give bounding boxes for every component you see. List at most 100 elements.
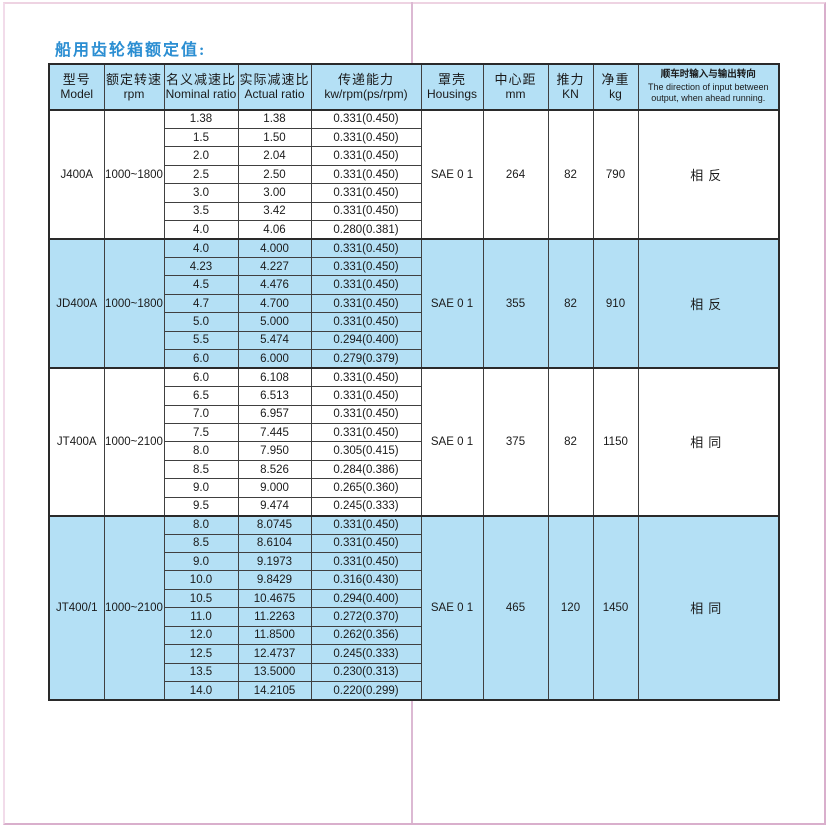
nominal-ratio-cell: 10.5 bbox=[163, 588, 239, 609]
nominal-ratio-cell: 8.5 bbox=[163, 459, 239, 480]
rpm-cell: 1000~1800 bbox=[103, 108, 165, 240]
direction-cell: 相反 bbox=[637, 238, 780, 369]
capacity-cell: 0.331(0.450) bbox=[310, 238, 422, 259]
header-zh: 实际减速比 bbox=[239, 71, 310, 87]
actual-ratio-cell: 1.50 bbox=[237, 127, 312, 148]
actual-ratio-cell: 5.000 bbox=[237, 312, 312, 332]
actual-ratio-cell: 7.445 bbox=[237, 422, 312, 443]
header-zh: 中心距 bbox=[494, 71, 537, 87]
header-en: rpm bbox=[123, 87, 145, 102]
column-header-0: 型号 Model bbox=[48, 63, 105, 111]
table-header: 型号 Model 额定转速 rpm 名义减速比 Nominal ratio 实际减速比 Act… bbox=[48, 63, 780, 111]
ratio-row: JT400A 1000~2100 6.0 6.108 0.331(0.450) SAE 0… bbox=[48, 367, 780, 517]
nominal-ratio-cell: 4.7 bbox=[163, 293, 239, 314]
capacity-cell: 0.331(0.450) bbox=[310, 256, 422, 277]
capacity-cell: 0.294(0.400) bbox=[310, 330, 422, 351]
ratio-row: 9.0 9.1973 0.331(0.450) bbox=[49, 551, 779, 572]
capacity-cell: 0.331(0.450) bbox=[310, 367, 422, 388]
thrust-cell: 120 bbox=[547, 514, 594, 701]
capacity-cell: 0.331(0.450) bbox=[310, 312, 422, 332]
column-header-3: 实际减速比 Actual ratio bbox=[237, 63, 312, 111]
nominal-ratio-cell: 2.0 bbox=[163, 146, 239, 166]
actual-ratio-cell: 11.8500 bbox=[237, 625, 312, 646]
header-en: KN bbox=[562, 87, 579, 102]
nominal-ratio-cell: 8.5 bbox=[163, 533, 239, 554]
direction-cell: 相同 bbox=[637, 514, 780, 701]
actual-ratio-cell: 3.42 bbox=[237, 201, 312, 222]
header-en: kw/rpm(ps/rpm) bbox=[324, 87, 408, 102]
actual-ratio-cell: 4.000 bbox=[237, 238, 312, 259]
column-header-7: 推力 KN bbox=[547, 63, 594, 111]
weight-cell: 1150 bbox=[592, 367, 639, 517]
nominal-ratio-cell: 4.0 bbox=[163, 238, 239, 259]
weight-cell: 1450 bbox=[592, 514, 639, 701]
capacity-cell: 0.316(0.430) bbox=[310, 570, 422, 590]
center-distance-cell: 264 bbox=[482, 108, 549, 240]
ratio-row: 7.0 6.957 0.331(0.450) bbox=[49, 404, 779, 424]
capacity-cell: 0.331(0.450) bbox=[310, 422, 422, 443]
center-distance-cell: 465 bbox=[482, 514, 549, 701]
header-zh: 罩壳 bbox=[437, 71, 466, 87]
direction-cell: 相同 bbox=[637, 367, 780, 517]
actual-ratio-cell: 8.0745 bbox=[237, 514, 312, 535]
ratio-row: 8.5 8.526 0.284(0.386) bbox=[49, 459, 779, 480]
model-cell: JT400A bbox=[48, 367, 105, 517]
capacity-cell: 0.331(0.450) bbox=[310, 275, 422, 295]
nominal-ratio-cell: 8.0 bbox=[163, 441, 239, 461]
ratio-row: 1.5 1.50 0.331(0.450) bbox=[49, 127, 779, 148]
header-row: 型号 Model 额定转速 rpm 名义减速比 Nominal ratio 实际减速比 Act… bbox=[48, 63, 780, 111]
header-en: The direction of input between output, w… bbox=[647, 82, 769, 103]
header-zh: 推力 bbox=[556, 71, 585, 87]
column-header-1: 额定转速 rpm bbox=[103, 63, 165, 111]
column-header-6: 中心距 mm bbox=[482, 63, 549, 111]
actual-ratio-cell: 4.227 bbox=[237, 256, 312, 277]
page-title: 船用齿轮箱额定值: bbox=[55, 42, 207, 59]
gearbox-ratings-table: 型号 Model 额定转速 rpm 名义减速比 Nominal ratio 实际减速比 Act… bbox=[48, 63, 780, 701]
ratio-row: 7.5 7.445 0.331(0.450) bbox=[49, 422, 779, 443]
nominal-ratio-cell: 5.5 bbox=[163, 330, 239, 351]
ratio-row: 8.0 7.950 0.305(0.415) bbox=[49, 441, 779, 461]
capacity-cell: 0.331(0.450) bbox=[310, 404, 422, 424]
nominal-ratio-cell: 9.5 bbox=[163, 496, 239, 517]
rpm-cell: 1000~1800 bbox=[103, 238, 165, 369]
table-body: J400A 1000~1800 1.38 1.38 0.331(0.450) SAE 0 … bbox=[48, 108, 780, 701]
capacity-cell: 0.245(0.333) bbox=[310, 496, 422, 517]
ratio-row: 2.0 2.04 0.331(0.450) bbox=[49, 146, 779, 166]
nominal-ratio-cell: 6.0 bbox=[163, 349, 239, 369]
ratio-row: 10.0 9.8429 0.316(0.430) bbox=[49, 570, 779, 590]
housing-cell: SAE 0 1 bbox=[420, 514, 484, 701]
nominal-ratio-cell: 8.0 bbox=[163, 514, 239, 535]
header-zh: 型号 bbox=[62, 71, 91, 87]
header-en: Housings bbox=[426, 87, 478, 102]
nominal-ratio-cell: 13.5 bbox=[163, 662, 239, 683]
ratio-row: 3.5 3.42 0.331(0.450) bbox=[49, 201, 779, 222]
capacity-cell: 0.279(0.379) bbox=[310, 349, 422, 369]
capacity-cell: 0.220(0.299) bbox=[310, 681, 422, 701]
weight-cell: 790 bbox=[592, 108, 639, 240]
actual-ratio-cell: 13.5000 bbox=[237, 662, 312, 683]
actual-ratio-cell: 8.6104 bbox=[237, 533, 312, 554]
capacity-cell: 0.331(0.450) bbox=[310, 533, 422, 554]
ratio-row: 14.0 14.2105 0.220(0.299) bbox=[49, 681, 779, 701]
direction-cell: 相反 bbox=[637, 108, 780, 240]
nominal-ratio-cell: 10.0 bbox=[163, 570, 239, 590]
column-header-9: 顺车时输入与输出转向 The direction of input between… bbox=[637, 63, 780, 111]
ratio-row: 5.0 5.000 0.331(0.450) bbox=[49, 312, 779, 332]
capacity-cell: 0.331(0.450) bbox=[310, 201, 422, 222]
ratio-row: 3.0 3.00 0.331(0.450) bbox=[49, 183, 779, 203]
ratio-row: 4.23 4.227 0.331(0.450) bbox=[49, 256, 779, 277]
nominal-ratio-cell: 12.5 bbox=[163, 644, 239, 664]
nominal-ratio-cell: 1.5 bbox=[163, 127, 239, 148]
ratio-row: 10.5 10.4675 0.294(0.400) bbox=[49, 588, 779, 609]
nominal-ratio-cell: 7.5 bbox=[163, 422, 239, 443]
column-header-2: 名义减速比 Nominal ratio bbox=[163, 63, 239, 111]
center-distance-cell: 375 bbox=[482, 367, 549, 517]
capacity-cell: 0.331(0.450) bbox=[310, 514, 422, 535]
ratio-row: 5.5 5.474 0.294(0.400) bbox=[49, 330, 779, 351]
thrust-cell: 82 bbox=[547, 367, 594, 517]
actual-ratio-cell: 4.06 bbox=[237, 220, 312, 240]
ratio-row: J400A 1000~1800 1.38 1.38 0.331(0.450) SAE 0 … bbox=[48, 108, 780, 240]
ratio-row: 13.5 13.5000 0.230(0.313) bbox=[49, 662, 779, 683]
ratio-row: 11.0 11.2263 0.272(0.370) bbox=[49, 607, 779, 627]
